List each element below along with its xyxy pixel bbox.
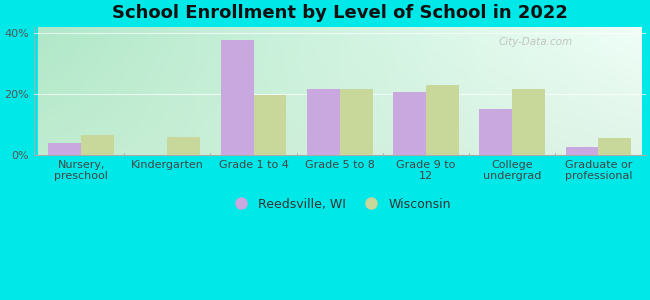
Bar	[599, 138, 631, 155]
Bar	[393, 92, 426, 155]
Bar	[307, 89, 340, 155]
Bar	[81, 135, 114, 155]
Bar	[221, 40, 254, 155]
Bar	[512, 89, 545, 155]
Bar	[426, 85, 459, 155]
Bar	[340, 89, 372, 155]
Title: School Enrollment by Level of School in 2022: School Enrollment by Level of School in …	[112, 4, 567, 22]
Legend: Reedsville, WI, Wisconsin: Reedsville, WI, Wisconsin	[224, 193, 456, 215]
Bar	[480, 109, 512, 155]
Text: City-Data.com: City-Data.com	[499, 37, 573, 47]
Bar	[566, 147, 599, 155]
Bar	[49, 143, 81, 155]
Bar	[168, 136, 200, 155]
Bar	[254, 95, 287, 155]
